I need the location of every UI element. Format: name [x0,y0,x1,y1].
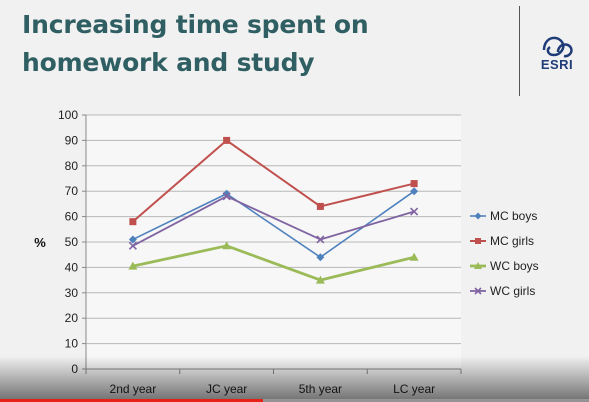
y-tick-label: 80 [65,159,79,173]
y-tick-label: 20 [65,311,79,325]
y-tick-label: 90 [65,133,79,147]
legend-label-wc-girls: WC girls [490,284,535,298]
data-point-wc-boys [222,241,232,250]
x-tick-label: 2nd year [110,382,157,396]
y-tick-label: 40 [65,260,79,274]
data-point-mc-boys [410,187,419,196]
y-axis-label: % [34,235,46,250]
data-point-mc-boys [222,189,231,198]
data-point-wc-boys [128,261,138,270]
y-tick-label: 50 [65,235,79,249]
y-tick-label: 60 [65,210,79,224]
x-tick-label: LC year [393,382,435,396]
data-point-wc-girls [128,241,137,250]
data-point-mc-boys [128,235,137,244]
title-divider [519,6,520,96]
slide-title: Increasing time spent on homework and st… [22,10,369,77]
data-point-mc-girls [316,202,324,210]
data-point-mc-girls [223,136,231,144]
x-tick-label: JC year [206,382,247,396]
series-line-mc-boys [132,190,415,259]
data-point-mc-girls [410,180,418,188]
data-point-mc-boys [316,253,325,262]
data-point-wc-girls [410,207,419,216]
video-progress-bar[interactable] [0,399,589,402]
data-point-wc-boys [409,252,419,261]
legend-label-wc-boys: WC boys [490,259,539,273]
data-point-wc-girls [316,235,325,244]
logo-text: ESRI [540,57,574,72]
x-tick-label: 5th year [299,382,342,396]
esri-logo-icon [542,36,573,58]
y-tick-label: 100 [58,108,78,122]
legend-marker-mc-boys [474,212,482,220]
y-tick-label: 30 [65,286,79,300]
legend-marker-mc-girls [475,238,481,244]
legend-label-mc-boys: MC boys [490,209,537,223]
data-point-wc-girls [222,192,231,201]
data-point-wc-boys [315,275,325,284]
video-progress-fill [0,399,264,402]
data-point-mc-girls [129,218,137,226]
legend-marker-wc-boys [474,262,482,269]
y-tick-label: 70 [65,184,79,198]
legend-label-mc-girls: MC girls [490,234,534,248]
legend-marker-wc-girls [474,287,482,295]
y-tick-label: 10 [65,337,79,351]
series-line-mc-girls [132,139,415,223]
series-line-wc-boys [132,244,415,282]
series-line-wc-girls [132,195,415,247]
y-tick-label: 0 [71,362,78,376]
